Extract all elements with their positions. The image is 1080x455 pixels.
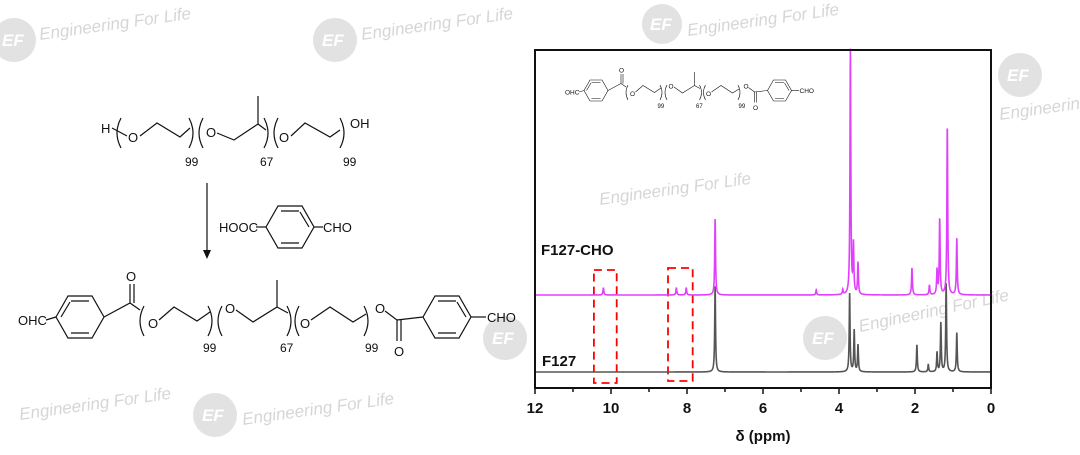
repeat-count: 67 xyxy=(260,155,274,169)
highlight-box xyxy=(593,269,618,384)
group-hooc: HOOC xyxy=(219,220,258,235)
reagent-structure: HOOC CHO xyxy=(219,205,352,249)
watermark-text: Engineering For Life xyxy=(18,384,172,424)
svg-text:EF: EF xyxy=(1007,66,1029,85)
atom-o: O xyxy=(375,301,385,316)
svg-text:EF: EF xyxy=(812,329,834,348)
repeat-count: 67 xyxy=(280,341,294,355)
atom-o: O xyxy=(128,130,138,145)
svg-text:EF: EF xyxy=(492,329,514,348)
svg-text:EF: EF xyxy=(2,31,24,50)
spectra xyxy=(535,48,991,373)
atom-o: O xyxy=(279,130,289,145)
x-tick-label: 6 xyxy=(759,400,767,417)
watermark-text: Engineering For Life xyxy=(360,4,514,44)
inset-structure xyxy=(564,67,815,113)
x-tick-label: 10 xyxy=(603,400,620,417)
atom-o: O xyxy=(126,269,136,284)
group-cho: CHO xyxy=(323,220,352,235)
watermark-logo: EF xyxy=(803,316,847,360)
svg-text:EF: EF xyxy=(202,406,224,425)
atom-o: O xyxy=(394,344,404,359)
watermark-logo: EF xyxy=(642,4,682,44)
repeat-count: 99 xyxy=(185,155,199,169)
x-tick-label: 4 xyxy=(835,400,844,417)
x-tick-label: 12 xyxy=(527,400,544,417)
atom-o: O xyxy=(225,301,235,316)
nmr-chart: 12 10 8 6 4 2 0 δ (ppm) F127-CHO F127 xyxy=(527,48,995,445)
repeat-count: 99 xyxy=(203,341,217,355)
f127-cho-structure: OHC O O O O O O CHO 99 67 99 xyxy=(18,269,516,359)
watermark-text: Engineering For Life xyxy=(686,0,840,40)
x-tick-label: 0 xyxy=(987,400,995,417)
repeat-count: 99 xyxy=(365,341,379,355)
svg-text:EF: EF xyxy=(322,31,344,50)
series-label-f127: F127 xyxy=(542,353,576,370)
watermark-logo: EF xyxy=(193,393,237,437)
watermark-text: Engineering For Life xyxy=(241,389,395,429)
watermark-logo: EF xyxy=(0,18,36,62)
atom-o: O xyxy=(206,125,216,140)
watermark-logo: EF xyxy=(483,316,527,360)
x-axis-label: δ (ppm) xyxy=(736,428,791,445)
atom-o: O xyxy=(148,316,158,331)
atom-h: H xyxy=(101,121,110,136)
f127-structure: H O O O OH 99 67 99 xyxy=(101,96,370,169)
series-label-f127-cho: F127-CHO xyxy=(541,242,614,259)
watermark-logo: EF xyxy=(998,53,1042,97)
repeat-count: 99 xyxy=(343,155,357,169)
highlight-box xyxy=(667,267,694,382)
group-ohc: OHC xyxy=(18,313,47,328)
x-axis: 12 10 8 6 4 2 0 xyxy=(527,388,995,417)
watermark-text: Engineering For Life xyxy=(38,4,192,44)
atom-o: O xyxy=(300,316,310,331)
series-line-f127 xyxy=(535,283,991,373)
x-tick-label: 2 xyxy=(911,400,919,417)
watermark-logo: EF xyxy=(313,18,357,62)
plot-frame xyxy=(534,49,992,389)
highlight-boxes xyxy=(593,267,694,384)
atom-oh: OH xyxy=(350,116,370,131)
watermark-text: Engineering For Life xyxy=(598,169,752,209)
x-tick-label: 8 xyxy=(683,400,691,417)
group-cho: CHO xyxy=(487,310,516,325)
series-line-f127-cho xyxy=(535,48,991,296)
svg-text:EF: EF xyxy=(650,15,672,34)
down-arrow-icon xyxy=(203,183,211,259)
